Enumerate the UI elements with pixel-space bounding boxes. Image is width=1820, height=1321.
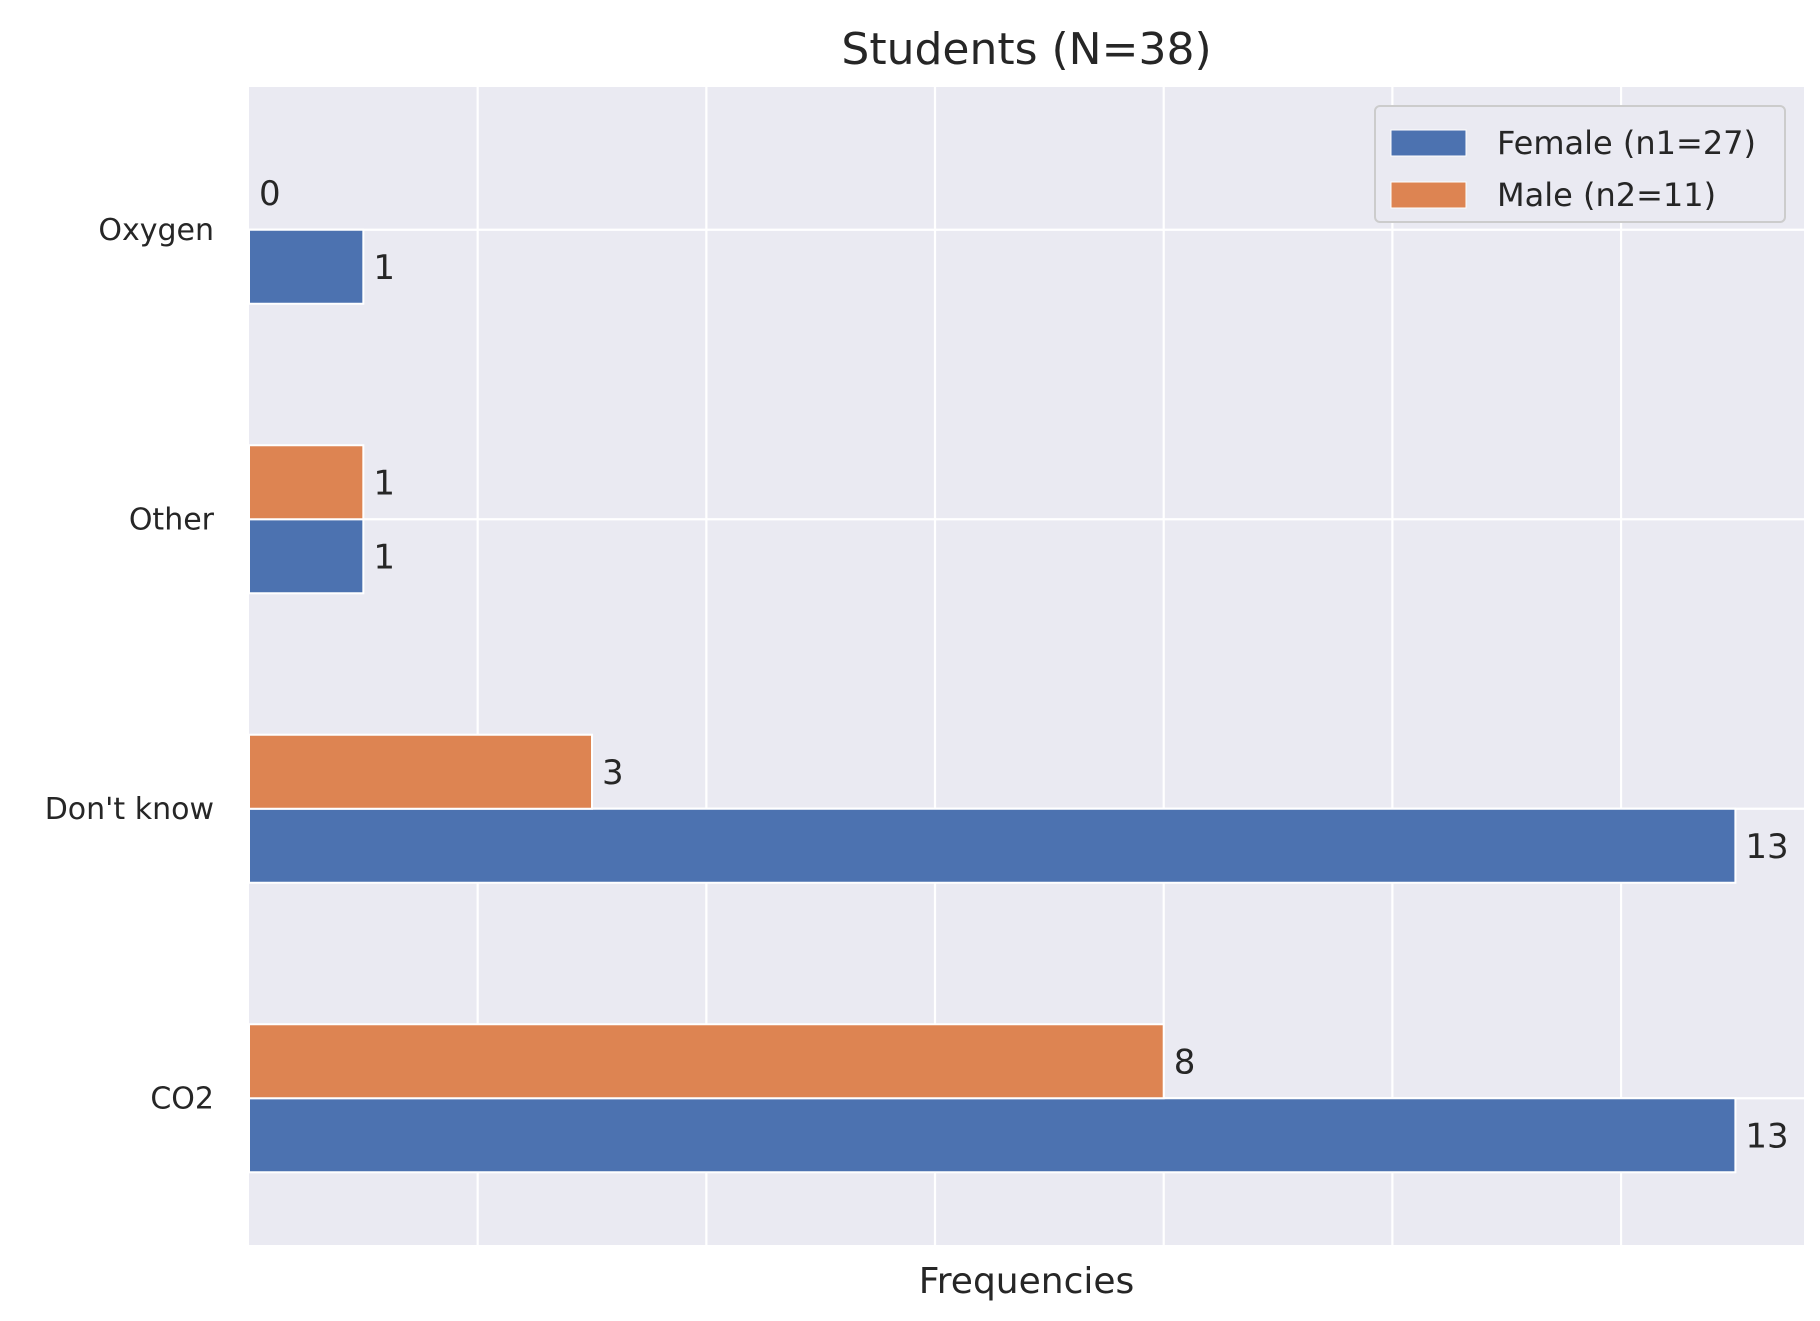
category-label: Don't know	[45, 792, 214, 827]
value-labels: 1 0 1 1 13 3 13 8	[259, 174, 1789, 1157]
chart-title: Students (N=38)	[841, 24, 1211, 75]
bar-value-label: 13	[1745, 827, 1788, 867]
x-axis-label: Frequencies	[919, 1261, 1135, 1302]
legend-swatch	[1390, 181, 1467, 209]
bar-male	[248, 733, 594, 810]
bar-female	[248, 228, 365, 305]
category-labels: Oxygen Other Don't know CO2	[45, 213, 215, 1117]
bar-value-label: 8	[1174, 1042, 1196, 1082]
legend-entry: Female (n1=27)	[1497, 124, 1756, 162]
bar-male	[248, 1023, 1165, 1100]
bar-value-label: 1	[373, 537, 395, 577]
category-label: CO2	[150, 1081, 214, 1116]
bar-male	[248, 444, 365, 521]
bar-female	[248, 1097, 1737, 1174]
legend-entry: Male (n2=11)	[1497, 176, 1716, 214]
bar-value-label: 3	[602, 753, 624, 793]
bar-female	[248, 518, 365, 595]
bar-value-label: 1	[373, 463, 395, 503]
category-label: Oxygen	[98, 213, 214, 248]
bar-value-label: 0	[259, 174, 281, 214]
category-label: Other	[129, 502, 215, 537]
bar-value-label: 13	[1745, 1116, 1788, 1156]
bar-value-label: 1	[373, 248, 395, 288]
legend-box	[1374, 105, 1786, 223]
bars	[248, 228, 1737, 1174]
bar-female	[248, 807, 1737, 884]
legend-swatch	[1390, 129, 1467, 157]
legend: Female (n1=27) Male (n2=11)	[1374, 105, 1786, 223]
